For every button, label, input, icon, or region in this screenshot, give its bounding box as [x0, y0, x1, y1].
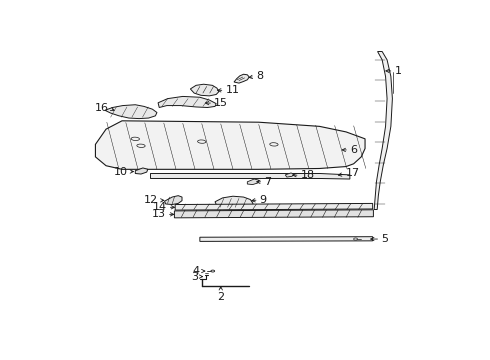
- Text: 6: 6: [350, 145, 357, 155]
- Ellipse shape: [270, 143, 278, 146]
- Text: 8: 8: [256, 72, 263, 81]
- Polygon shape: [215, 196, 253, 210]
- Text: 1: 1: [394, 66, 402, 76]
- Text: 17: 17: [346, 168, 360, 179]
- Polygon shape: [285, 173, 294, 177]
- Polygon shape: [374, 51, 392, 210]
- Text: 15: 15: [214, 98, 228, 108]
- Ellipse shape: [131, 137, 140, 140]
- Text: 2: 2: [217, 292, 224, 302]
- Polygon shape: [96, 121, 365, 169]
- Text: 11: 11: [226, 85, 240, 95]
- Polygon shape: [234, 74, 249, 83]
- Text: 16: 16: [95, 103, 109, 113]
- Polygon shape: [174, 210, 373, 218]
- Polygon shape: [190, 84, 219, 96]
- Polygon shape: [175, 203, 372, 210]
- Text: 18: 18: [300, 170, 315, 180]
- Text: 4: 4: [193, 266, 200, 276]
- Text: 10: 10: [114, 167, 128, 176]
- Polygon shape: [105, 105, 157, 118]
- Polygon shape: [247, 179, 259, 185]
- Text: 13: 13: [152, 210, 166, 219]
- Text: 9: 9: [260, 195, 267, 205]
- Text: 5: 5: [381, 234, 388, 244]
- Ellipse shape: [354, 238, 358, 240]
- Ellipse shape: [137, 144, 145, 148]
- Text: 14: 14: [153, 202, 167, 212]
- Ellipse shape: [211, 270, 215, 272]
- Polygon shape: [135, 168, 148, 174]
- Ellipse shape: [197, 140, 206, 143]
- Text: 12: 12: [144, 195, 158, 205]
- Polygon shape: [165, 195, 182, 204]
- Text: 7: 7: [265, 177, 271, 187]
- Polygon shape: [158, 96, 216, 108]
- Text: 3: 3: [191, 271, 198, 282]
- Polygon shape: [150, 174, 350, 179]
- Polygon shape: [200, 237, 372, 242]
